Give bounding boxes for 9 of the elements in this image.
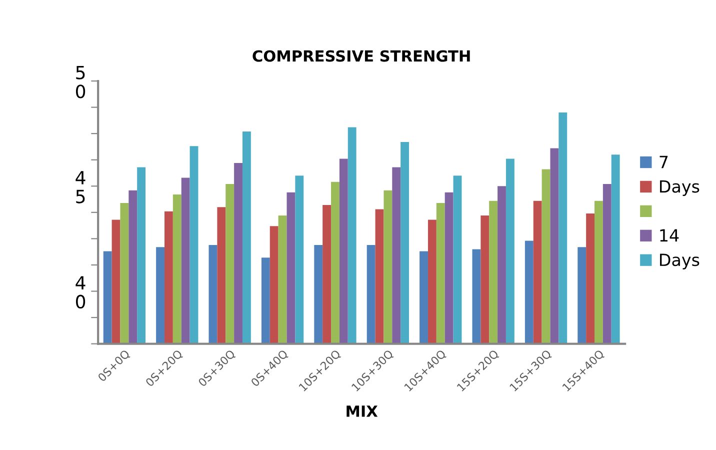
y-tick-label: 40	[76, 276, 86, 308]
y-tick-label: 45	[76, 171, 86, 204]
legend-label: Days	[660, 180, 700, 196]
y-tick-label: 50	[76, 66, 86, 98]
legend-label: 14	[660, 229, 679, 242]
chart-title: COMPRESSIVE STRENGTH	[252, 50, 470, 62]
legend-label: 7	[660, 156, 668, 168]
legend-label: Days	[660, 254, 700, 270]
x-axis-title: MIX	[346, 406, 378, 417]
